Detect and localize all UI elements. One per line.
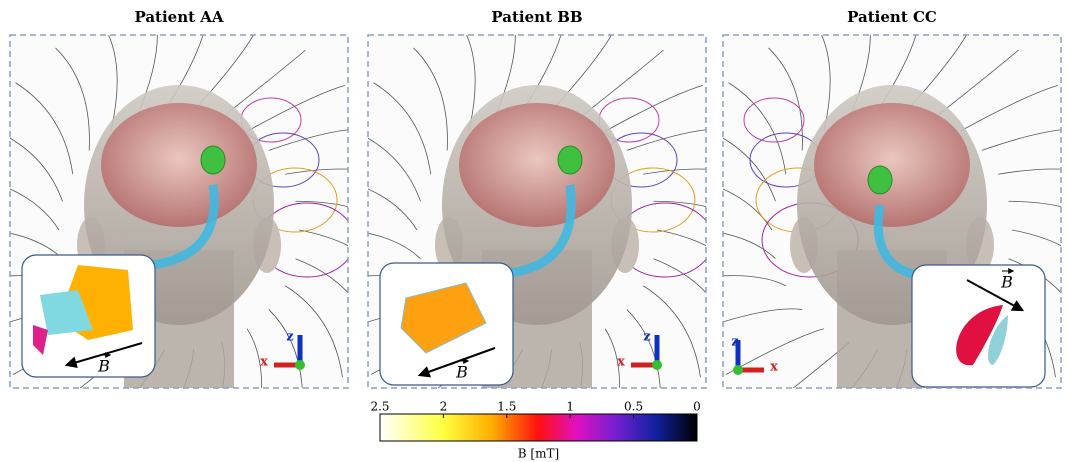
- axis-z-label: z: [731, 335, 738, 350]
- axis-x-label: x: [260, 355, 268, 370]
- brain: [459, 103, 615, 227]
- colorbar-tick-label: 2: [440, 400, 448, 414]
- axis-origin: [652, 360, 662, 370]
- tumor: [558, 146, 582, 174]
- axis-origin: [295, 360, 305, 370]
- axis-z-label: z: [643, 330, 650, 345]
- panel-image: [317, 11, 757, 448]
- figure: Patient AA Bz x Patient BB Bz x Patient CC Bz x 2…: [0, 0, 1067, 462]
- brain: [101, 103, 257, 227]
- colorbar-tick-label: 1: [566, 400, 574, 414]
- vector-label: B: [1000, 273, 1013, 292]
- tumor: [868, 166, 892, 194]
- axis-origin: [733, 365, 743, 375]
- axis-z-label: z: [286, 330, 293, 345]
- colorbar-tick-label: 0: [693, 400, 701, 414]
- axis-x-label: x: [770, 360, 778, 375]
- panel-image: [0, 11, 399, 448]
- vector-label: B: [455, 363, 468, 382]
- tumor: [201, 146, 225, 174]
- panel-title: Patient AA: [134, 8, 223, 26]
- colorbar-tick-label: 0.5: [624, 400, 643, 414]
- brain: [814, 103, 970, 227]
- colorbar-tick-label: 2.5: [370, 400, 389, 414]
- axis-x-label: x: [617, 355, 625, 370]
- colorbar-tick-label: 1.5: [497, 400, 516, 414]
- colorbar: [380, 414, 697, 441]
- panel-title: Patient BB: [491, 8, 582, 26]
- colorbar-label: B [mT]: [518, 447, 559, 461]
- vector-label: B: [97, 357, 110, 376]
- panel-title: Patient CC: [847, 8, 937, 26]
